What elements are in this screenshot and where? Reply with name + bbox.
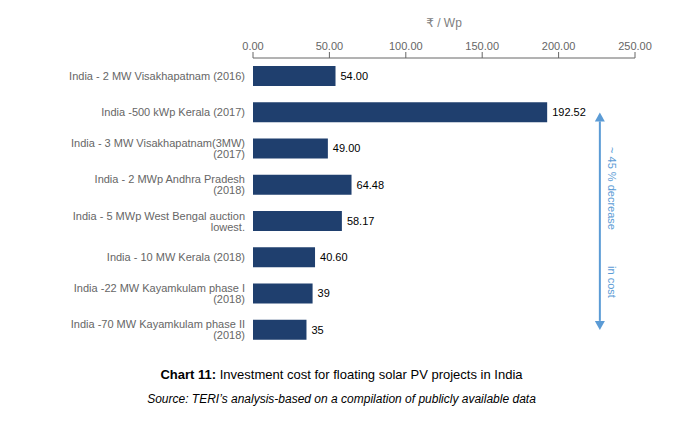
svg-text:250.00: 250.00 [618,40,652,52]
svg-text:49.00: 49.00 [333,142,361,154]
svg-text:50.00: 50.00 [316,40,344,52]
svg-text:India -22 MW Kayamkulam phase: India -22 MW Kayamkulam phase I(2018) [74,282,245,305]
svg-text:64.48: 64.48 [357,179,385,191]
svg-text:India - 3 MW Visakhapatnam(3MW: India - 3 MW Visakhapatnam(3MW)(2017) [71,137,245,160]
svg-text:100.00: 100.00 [389,40,423,52]
svg-text:39: 39 [318,287,330,299]
svg-text:India - 2 MWp Andhra Pradesh(2: India - 2 MWp Andhra Pradesh(2018) [95,173,245,196]
svg-text:192.52: 192.52 [552,106,586,118]
svg-text:~ 45 % decrease: ~ 45 % decrease [606,147,618,230]
svg-text:0.00: 0.00 [242,40,263,52]
svg-text:58.17: 58.17 [347,215,375,227]
svg-text:India - 2 MW Visakhapatnam (20: India - 2 MW Visakhapatnam (2016) [69,70,245,82]
svg-text:in cost: in cost [606,266,618,298]
svg-text:200.00: 200.00 [542,40,576,52]
svg-text:40.60: 40.60 [320,251,348,263]
svg-text:₹ / Wp: ₹ / Wp [426,16,462,30]
svg-text:India -500 kWp Kerala (2017): India -500 kWp Kerala (2017) [101,106,245,118]
svg-text:India - 5 MWp West Bengal auct: India - 5 MWp West Bengal auctionlowest. [73,210,245,233]
svg-text:54.00: 54.00 [341,70,369,82]
html-text:Chart 11: Investment cost for: Chart 11: Investment cost for floating s… [160,367,523,382]
svg-text:India - 10 MW Kerala (2018): India - 10 MW Kerala (2018) [107,251,245,263]
html-text:Source: TERI’s analysis-based: Source: TERI’s analysis-based on a compi… [147,392,536,406]
svg-text:35: 35 [311,324,323,336]
svg-text:150.00: 150.00 [465,40,499,52]
svg-text:India -70 MW Kayamkulam phase: India -70 MW Kayamkulam phase II(2018) [71,318,245,341]
